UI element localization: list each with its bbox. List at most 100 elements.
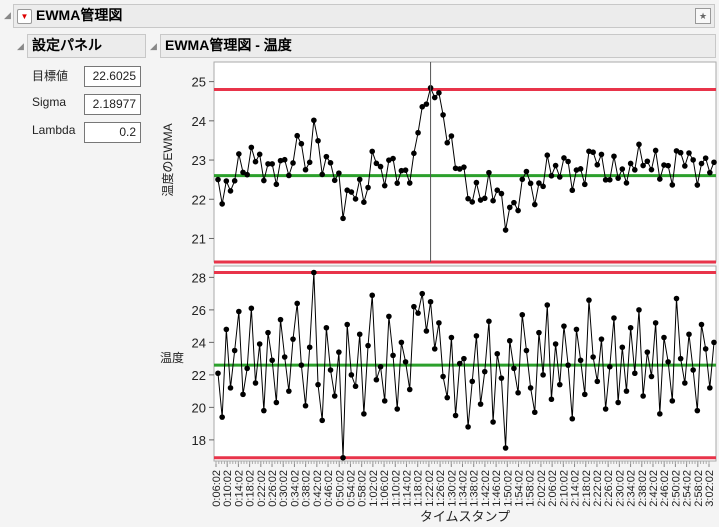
disclosure-icon[interactable]: ◢	[17, 41, 24, 51]
data-point	[661, 334, 667, 341]
data-point	[240, 391, 246, 398]
data-point	[361, 199, 367, 206]
data-point	[536, 180, 542, 186]
data-point	[702, 155, 709, 161]
data-point	[677, 355, 684, 362]
data-point	[490, 419, 496, 425]
data-point	[456, 166, 463, 172]
series-line	[217, 86, 715, 231]
lambda-input[interactable]: 0.2	[84, 122, 141, 143]
data-point	[281, 354, 288, 360]
data-point	[632, 370, 638, 377]
data-point	[398, 339, 405, 346]
data-point	[515, 207, 521, 214]
data-point	[481, 368, 488, 375]
target-input[interactable]: 22.6025	[84, 66, 141, 87]
y-axis-label: 温度	[160, 350, 184, 365]
x-tick-label: 1:10:02	[390, 470, 402, 507]
x-tick-label: 1:54:02	[514, 470, 526, 507]
x-tick-label: 2:30:02	[614, 470, 626, 507]
data-point	[227, 188, 234, 194]
data-point	[598, 151, 605, 158]
x-tick-label: 0:22:02	[256, 470, 268, 507]
x-tick-label: 2:22:02	[592, 470, 604, 507]
data-point	[361, 411, 367, 417]
x-tick-label: 0:38:02	[301, 470, 313, 507]
data-point	[661, 162, 667, 168]
data-point	[665, 162, 671, 169]
data-point	[452, 165, 459, 172]
data-point	[577, 357, 584, 364]
data-point	[590, 354, 596, 360]
red-triangle-menu-icon[interactable]: ▼	[17, 9, 32, 24]
data-point	[581, 391, 588, 398]
data-point	[527, 180, 534, 187]
data-point	[552, 341, 559, 347]
data-point	[315, 381, 321, 388]
data-point	[227, 385, 234, 391]
pin-icon[interactable]: ★	[695, 8, 711, 24]
data-point	[336, 170, 342, 176]
data-point	[652, 320, 659, 326]
data-point	[386, 313, 392, 320]
data-point	[494, 350, 501, 357]
data-point	[465, 195, 471, 202]
data-point	[519, 311, 526, 318]
data-point	[306, 344, 313, 351]
data-point	[565, 362, 571, 368]
disclosure-icon[interactable]: ◢	[150, 41, 157, 51]
data-point	[573, 326, 580, 333]
data-point	[477, 197, 484, 203]
x-tick-label: 1:34:02	[458, 470, 470, 507]
data-point	[352, 196, 359, 202]
data-point	[698, 160, 705, 167]
data-point	[627, 160, 634, 167]
data-point	[427, 85, 434, 91]
data-point	[406, 386, 413, 393]
data-point	[256, 151, 263, 158]
data-point	[261, 177, 267, 184]
x-tick-label: 3:02:02	[704, 470, 716, 507]
data-point	[398, 167, 405, 174]
data-point	[302, 166, 309, 173]
data-point	[390, 352, 396, 359]
data-point	[523, 347, 530, 354]
sigma-input[interactable]: 2.18977	[84, 94, 141, 115]
data-point	[682, 380, 688, 386]
data-point	[694, 182, 701, 188]
data-point	[240, 169, 246, 176]
data-point	[348, 189, 355, 195]
data-point	[344, 187, 351, 194]
x-tick-label: 2:42:02	[648, 470, 660, 507]
data-point	[236, 308, 242, 315]
data-point	[223, 178, 230, 184]
x-tick-label: 2:06:02	[547, 470, 559, 507]
chart-title: EWMA管理図 - 温度	[165, 37, 292, 53]
data-point	[244, 171, 250, 178]
data-point	[606, 363, 613, 370]
x-tick-label: 0:30:02	[278, 470, 290, 507]
data-point	[269, 161, 275, 167]
data-point	[411, 150, 417, 157]
disclosure-icon[interactable]: ◢	[4, 10, 11, 20]
data-point	[698, 321, 705, 328]
data-point	[640, 162, 646, 169]
data-point	[456, 360, 463, 367]
data-point	[632, 167, 638, 173]
data-point	[311, 269, 317, 276]
data-point	[590, 149, 596, 156]
data-point	[486, 318, 492, 325]
data-point	[406, 180, 413, 186]
data-point	[336, 349, 342, 355]
x-tick-label: 2:10:02	[558, 470, 570, 507]
data-point	[544, 152, 551, 158]
data-point	[611, 315, 617, 321]
data-point	[690, 157, 696, 163]
data-point	[215, 176, 221, 183]
data-point	[469, 199, 476, 205]
data-point	[365, 184, 371, 191]
data-point	[711, 339, 717, 346]
data-point	[444, 394, 451, 401]
data-point	[511, 365, 517, 372]
y-tick-label: 21	[192, 231, 206, 246]
